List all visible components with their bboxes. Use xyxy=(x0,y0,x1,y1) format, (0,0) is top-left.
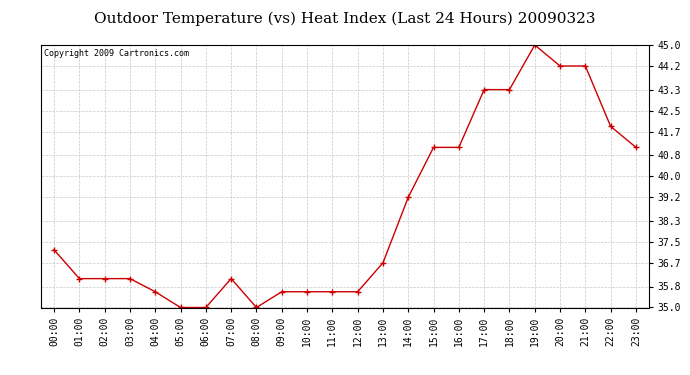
Text: Outdoor Temperature (vs) Heat Index (Last 24 Hours) 20090323: Outdoor Temperature (vs) Heat Index (Las… xyxy=(95,11,595,26)
Text: Copyright 2009 Cartronics.com: Copyright 2009 Cartronics.com xyxy=(44,49,190,58)
